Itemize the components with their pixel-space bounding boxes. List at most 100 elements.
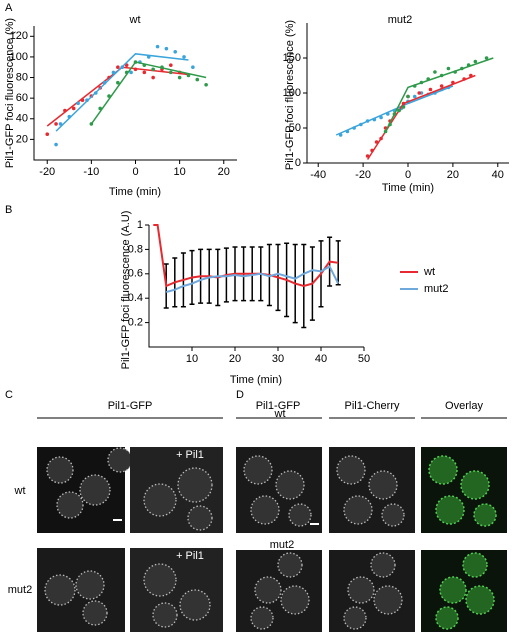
fit-line: [335, 85, 454, 136]
cell: [368, 470, 398, 500]
row-label: wt: [274, 408, 286, 420]
cell: [336, 455, 366, 485]
cell: [143, 483, 177, 517]
cell: [439, 576, 467, 604]
y-tick-label: 80: [16, 71, 28, 83]
cell: [373, 585, 403, 615]
cell: [143, 563, 177, 597]
point: [412, 94, 417, 99]
cell: [79, 474, 111, 506]
point: [45, 132, 50, 137]
x-tick-label: -40: [310, 169, 326, 181]
point: [155, 44, 160, 49]
cell: [428, 455, 458, 485]
x-tick-label: 20: [218, 166, 230, 178]
y-axis-label: Pil1-GFP foci fluorescence (%): [4, 18, 16, 168]
column-title: Pil1-GFP: [108, 400, 153, 412]
point: [439, 84, 444, 88]
fit-line: [90, 61, 207, 125]
chart-title: wt: [129, 14, 141, 26]
cell: [187, 505, 213, 531]
point: [111, 70, 116, 75]
y-tick-label: 20: [16, 133, 28, 145]
cell: [243, 455, 273, 485]
x-axis-label: Time (min): [230, 374, 282, 386]
axis: [33, 26, 237, 161]
cell: [280, 585, 310, 615]
cell: [460, 470, 490, 500]
axis: [148, 225, 364, 348]
x-tick-label: -20: [355, 169, 371, 181]
y-tick-label: 0.4: [128, 292, 143, 304]
image-label: + Pil1: [176, 449, 204, 461]
cell: [179, 589, 211, 621]
point: [54, 122, 58, 126]
cell: [473, 503, 497, 527]
y-tick-label: 0.6: [128, 268, 143, 280]
cell: [343, 606, 367, 630]
point: [173, 49, 178, 54]
fit-line: [366, 74, 476, 160]
panel-label: A: [5, 2, 13, 14]
y-tick-label: 50: [289, 122, 301, 134]
y-tick-label: 1: [137, 219, 143, 231]
point: [76, 101, 80, 106]
point: [397, 108, 401, 113]
cell: [56, 491, 84, 519]
cell: [381, 503, 405, 527]
cell: [462, 552, 488, 578]
point: [151, 67, 155, 72]
cell: [343, 495, 373, 525]
point: [204, 82, 208, 87]
cell: [275, 470, 305, 500]
point: [484, 56, 489, 60]
chart-title: mut2: [388, 14, 412, 26]
point: [473, 59, 478, 64]
cell: [370, 552, 396, 578]
cell: [107, 447, 133, 473]
point: [401, 105, 406, 109]
y-tick-label: 0.2: [128, 317, 143, 329]
axis: [306, 23, 509, 164]
x-tick-label: 20: [447, 169, 459, 181]
point: [169, 63, 173, 67]
x-tick-label: 20: [229, 353, 241, 365]
x-tick-label: 10: [174, 166, 186, 178]
point: [58, 122, 63, 126]
row-label: mut2: [270, 539, 294, 551]
x-tick-label: 30: [272, 353, 284, 365]
column-title: Pil1-GFP: [256, 400, 301, 412]
x-tick-label: 40: [315, 353, 327, 365]
y-tick-label: 150: [283, 52, 301, 64]
y-tick-label: 60: [16, 92, 28, 104]
cell: [46, 456, 74, 484]
legend-label: mut2: [424, 283, 448, 295]
column-title: Overlay: [445, 400, 483, 412]
y-axis-label: Pil1-GFP foci fluorescence (A.U): [120, 211, 132, 370]
y-tick-label: 100: [283, 87, 301, 99]
point: [71, 106, 76, 111]
point: [116, 80, 120, 85]
point: [142, 70, 147, 75]
y-tick-label: 0: [295, 157, 301, 169]
y-axis-label: Pil1-GFP foci fluorescence (%): [284, 20, 296, 170]
panel-label: C: [5, 389, 13, 401]
cell: [75, 570, 105, 600]
point: [406, 94, 410, 99]
point: [195, 77, 200, 82]
y-tick-label: 100: [10, 51, 28, 63]
x-tick-label: -10: [83, 166, 99, 178]
x-tick-label: 10: [186, 353, 198, 365]
point: [116, 65, 120, 70]
series-line: [165, 265, 340, 294]
point: [417, 91, 422, 95]
cell: [177, 467, 213, 503]
row-label: mut2: [8, 584, 32, 596]
cell: [435, 495, 465, 525]
x-tick-label: -20: [39, 166, 55, 178]
cell: [250, 606, 274, 630]
y-tick-label: 40: [16, 113, 28, 125]
y-tick-label: 0.8: [128, 243, 143, 255]
cell: [82, 600, 108, 626]
